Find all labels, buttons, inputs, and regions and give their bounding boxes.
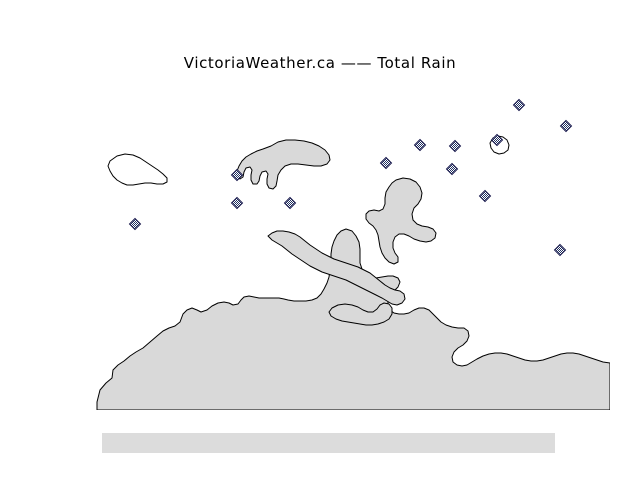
station-marker-station-8[interactable]	[230, 168, 244, 182]
landmass-finger-peninsula	[236, 139, 331, 190]
station-marker-layer	[128, 98, 573, 257]
page-title: VictoriaWeather.ca —— Total Rain	[183, 54, 457, 72]
island-outline-west	[107, 153, 168, 186]
station-marker-station-10[interactable]	[283, 196, 297, 210]
station-marker-station-6[interactable]	[445, 162, 459, 176]
landmass-inner-island	[328, 302, 393, 326]
legend-colorbar[interactable]	[102, 433, 555, 453]
station-marker-station-5[interactable]	[448, 139, 462, 153]
station-marker-station-3[interactable]	[490, 133, 504, 147]
station-marker-station-4[interactable]	[413, 138, 427, 152]
station-marker-station-7[interactable]	[379, 156, 393, 170]
map-svg	[96, 98, 610, 410]
station-marker-station-9[interactable]	[230, 196, 244, 210]
station-marker-station-1[interactable]	[512, 98, 526, 112]
landmass-eastern-islands	[365, 177, 437, 265]
station-marker-station-2[interactable]	[559, 119, 573, 133]
landmass-northern-strip	[267, 230, 406, 306]
station-marker-station-12[interactable]	[553, 243, 567, 257]
map-canvas[interactable]	[0, 84, 610, 410]
station-marker-station-13[interactable]	[478, 189, 492, 203]
station-marker-station-11[interactable]	[128, 217, 142, 231]
